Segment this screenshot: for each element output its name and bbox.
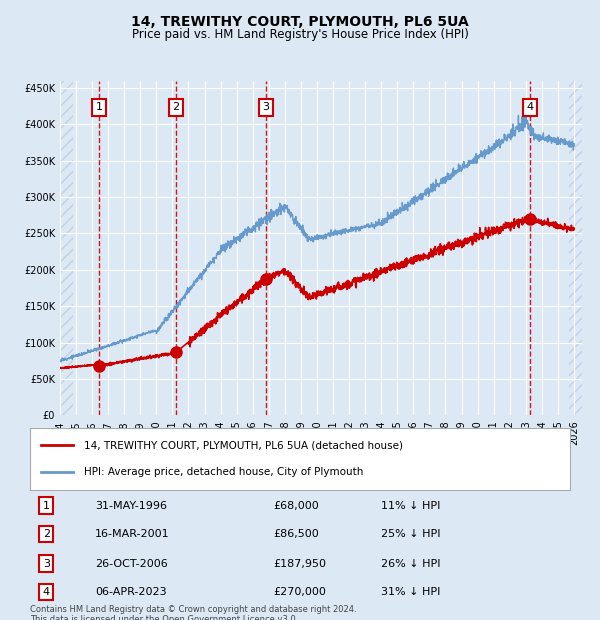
Bar bbox=[569, 81, 582, 415]
Text: 14, TREWITHY COURT, PLYMOUTH, PL6 5UA (detached house): 14, TREWITHY COURT, PLYMOUTH, PL6 5UA (d… bbox=[84, 440, 403, 450]
Text: 3: 3 bbox=[43, 559, 50, 569]
Text: 1: 1 bbox=[43, 500, 50, 511]
Text: 26-OCT-2006: 26-OCT-2006 bbox=[95, 559, 167, 569]
Bar bbox=[60, 81, 73, 415]
Text: Price paid vs. HM Land Registry's House Price Index (HPI): Price paid vs. HM Land Registry's House … bbox=[131, 28, 469, 41]
Text: HPI: Average price, detached house, City of Plymouth: HPI: Average price, detached house, City… bbox=[84, 467, 364, 477]
Text: £86,500: £86,500 bbox=[273, 529, 319, 539]
Text: 06-APR-2023: 06-APR-2023 bbox=[95, 587, 166, 597]
Text: 31-MAY-1996: 31-MAY-1996 bbox=[95, 500, 167, 511]
Text: 1: 1 bbox=[95, 102, 103, 112]
Text: £68,000: £68,000 bbox=[273, 500, 319, 511]
Text: 11% ↓ HPI: 11% ↓ HPI bbox=[381, 500, 440, 511]
Text: 25% ↓ HPI: 25% ↓ HPI bbox=[381, 529, 440, 539]
Text: 2: 2 bbox=[172, 102, 179, 112]
Text: 16-MAR-2001: 16-MAR-2001 bbox=[95, 529, 169, 539]
Text: 14, TREWITHY COURT, PLYMOUTH, PL6 5UA: 14, TREWITHY COURT, PLYMOUTH, PL6 5UA bbox=[131, 16, 469, 30]
Text: 4: 4 bbox=[43, 587, 50, 597]
Text: 4: 4 bbox=[526, 102, 533, 112]
Text: £270,000: £270,000 bbox=[273, 587, 326, 597]
Text: Contains HM Land Registry data © Crown copyright and database right 2024.
This d: Contains HM Land Registry data © Crown c… bbox=[30, 604, 356, 620]
Text: 3: 3 bbox=[262, 102, 269, 112]
Text: £187,950: £187,950 bbox=[273, 559, 326, 569]
Text: 31% ↓ HPI: 31% ↓ HPI bbox=[381, 587, 440, 597]
Text: 26% ↓ HPI: 26% ↓ HPI bbox=[381, 559, 440, 569]
Text: 2: 2 bbox=[43, 529, 50, 539]
